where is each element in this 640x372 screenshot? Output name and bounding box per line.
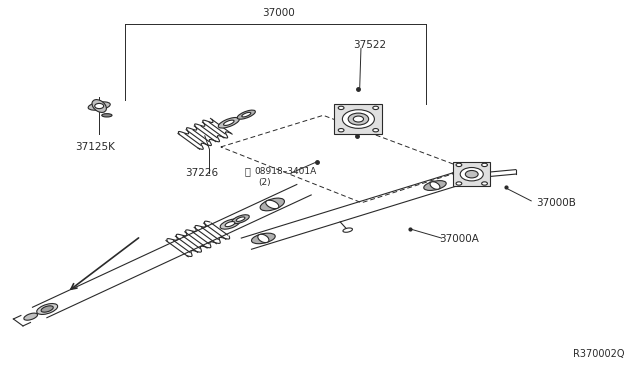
Ellipse shape — [424, 181, 446, 190]
Bar — [335, 104, 383, 134]
Text: (2): (2) — [258, 178, 271, 187]
Ellipse shape — [236, 217, 245, 221]
Text: Ⓝ: Ⓝ — [244, 166, 250, 176]
Ellipse shape — [220, 219, 240, 229]
Ellipse shape — [223, 120, 234, 125]
Text: R370002Q: R370002Q — [573, 349, 624, 359]
Ellipse shape — [342, 110, 374, 128]
Ellipse shape — [373, 128, 379, 132]
Ellipse shape — [373, 106, 379, 109]
Text: 08918–3401A: 08918–3401A — [255, 167, 317, 176]
Ellipse shape — [460, 167, 483, 181]
Ellipse shape — [348, 113, 369, 125]
Text: 37226: 37226 — [186, 168, 219, 178]
Ellipse shape — [482, 182, 488, 185]
Text: 37000A: 37000A — [439, 234, 479, 244]
Text: 37000B: 37000B — [536, 198, 576, 208]
Ellipse shape — [430, 182, 440, 189]
Text: 37000: 37000 — [262, 8, 295, 18]
Ellipse shape — [456, 182, 462, 185]
Ellipse shape — [225, 222, 235, 227]
Bar — [453, 162, 490, 186]
Ellipse shape — [456, 163, 462, 167]
Ellipse shape — [339, 128, 344, 132]
Ellipse shape — [260, 198, 284, 211]
Ellipse shape — [237, 110, 255, 119]
Ellipse shape — [24, 313, 38, 320]
Ellipse shape — [266, 200, 279, 209]
Ellipse shape — [88, 102, 110, 110]
Ellipse shape — [339, 106, 344, 109]
Ellipse shape — [232, 215, 250, 224]
Ellipse shape — [353, 116, 364, 122]
Ellipse shape — [252, 233, 275, 244]
Ellipse shape — [258, 234, 269, 243]
Ellipse shape — [41, 306, 53, 312]
Ellipse shape — [95, 103, 104, 109]
Ellipse shape — [102, 114, 112, 117]
Ellipse shape — [218, 118, 239, 128]
Ellipse shape — [36, 304, 58, 314]
Text: 37522: 37522 — [353, 41, 387, 50]
Ellipse shape — [92, 100, 106, 112]
Ellipse shape — [465, 170, 478, 178]
Ellipse shape — [242, 112, 251, 117]
Text: 37125K: 37125K — [76, 142, 115, 152]
Ellipse shape — [343, 228, 353, 232]
Ellipse shape — [482, 163, 488, 167]
